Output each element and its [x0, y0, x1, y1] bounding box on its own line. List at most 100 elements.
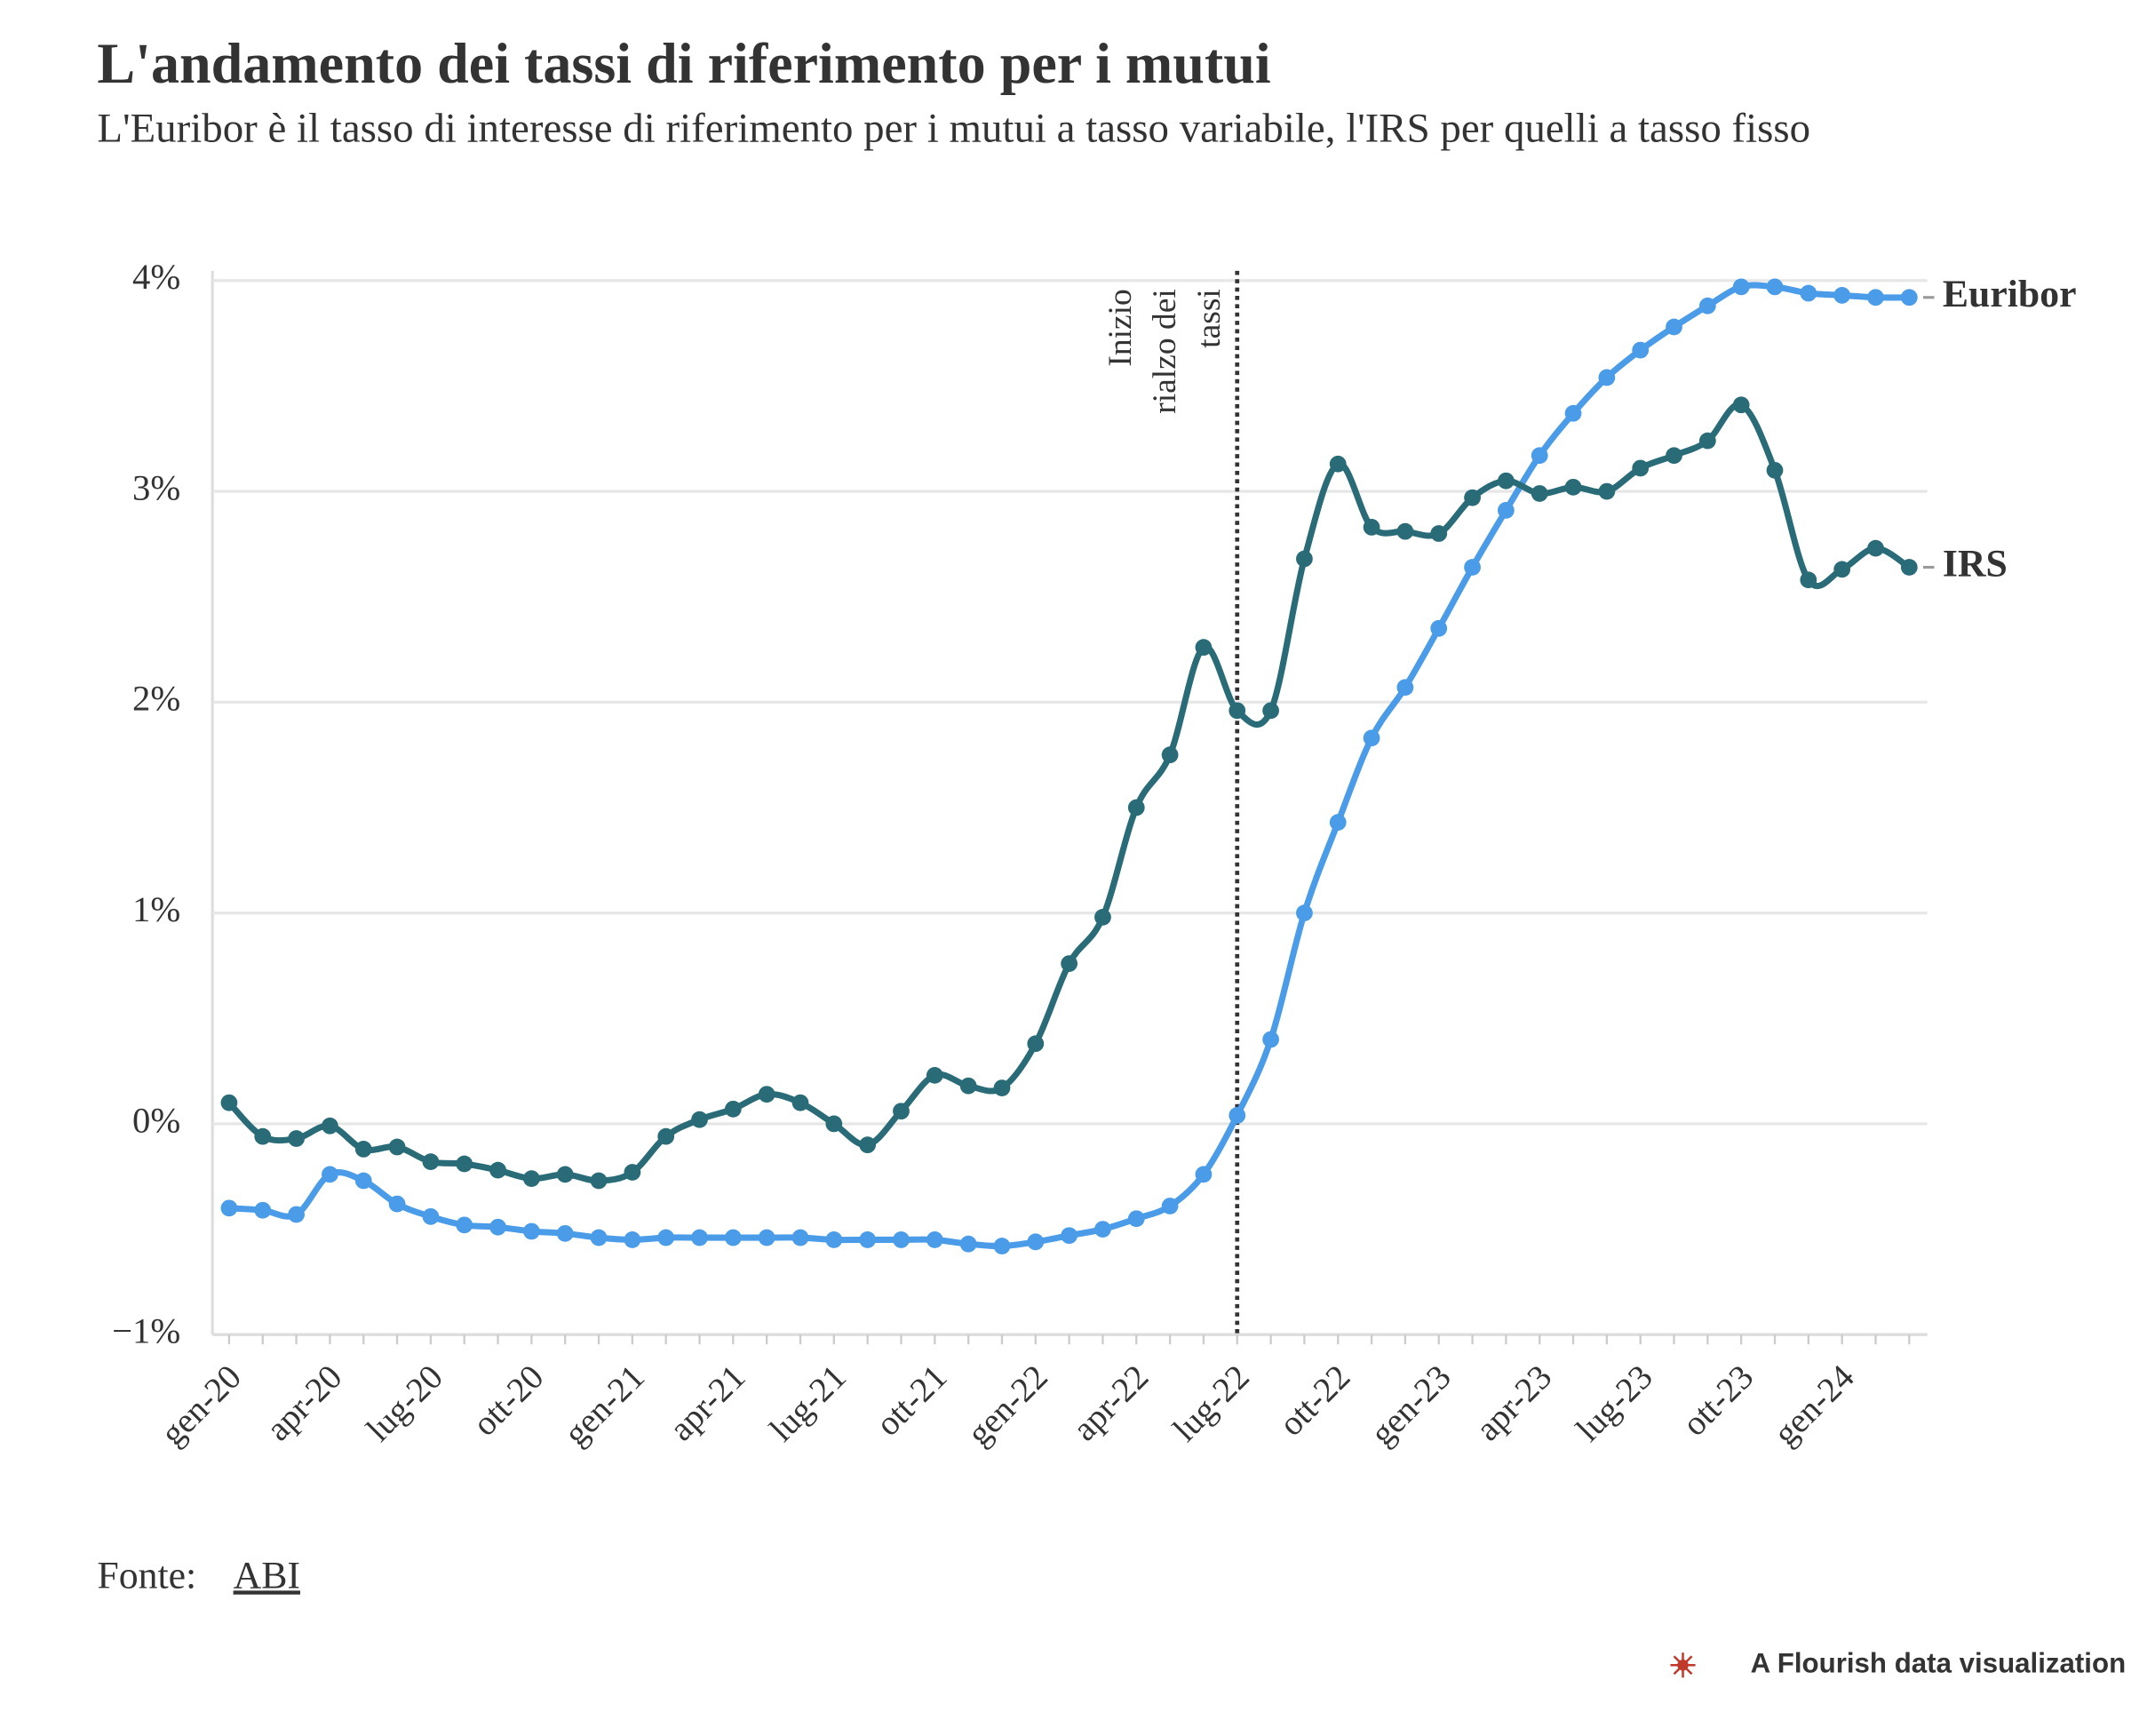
x-tick-label: lug-20 [359, 1358, 450, 1449]
point [758, 1086, 775, 1103]
x-tick-label: ott-22 [1272, 1358, 1357, 1443]
point [1632, 459, 1650, 477]
point [1061, 955, 1078, 972]
point [791, 1094, 809, 1111]
point [926, 1231, 943, 1248]
x-tick-label: gen-21 [557, 1358, 652, 1453]
y-tick-label: 0% [132, 1100, 180, 1140]
point [1027, 1035, 1045, 1053]
chart-title: L'andamento dei tassi di riferimento per… [97, 32, 1270, 95]
point [893, 1103, 910, 1120]
point [893, 1231, 910, 1248]
point [522, 1170, 540, 1188]
point [1329, 814, 1347, 831]
point [724, 1229, 742, 1246]
point [1296, 550, 1313, 568]
point [288, 1206, 305, 1223]
point [1666, 318, 1682, 336]
annotation-text: rialzo dei [1147, 289, 1183, 414]
point [1161, 1198, 1179, 1214]
point [1329, 455, 1347, 473]
point [1430, 525, 1448, 542]
point [489, 1161, 506, 1179]
point [220, 1094, 238, 1111]
point [859, 1136, 877, 1154]
point [1127, 799, 1145, 816]
point [522, 1222, 540, 1240]
point [422, 1207, 440, 1225]
point [254, 1201, 272, 1219]
point [1262, 702, 1279, 720]
point [1396, 522, 1414, 540]
x-tick-label: ott-21 [869, 1358, 954, 1443]
point [1061, 1227, 1078, 1245]
x-tick-label: gen-20 [154, 1358, 249, 1453]
point [1195, 639, 1213, 657]
point [993, 1238, 1011, 1254]
point [1900, 289, 1918, 307]
point [354, 1172, 372, 1190]
point [322, 1166, 338, 1183]
point [1598, 369, 1616, 386]
point [993, 1079, 1011, 1096]
point [1363, 729, 1380, 747]
point [254, 1127, 272, 1145]
source-label: Fonte: [97, 1554, 196, 1597]
point [220, 1199, 238, 1217]
y-tick-label: 3% [132, 467, 180, 507]
point [1195, 1166, 1213, 1183]
point [556, 1224, 574, 1242]
point [825, 1231, 843, 1248]
point [1833, 561, 1851, 578]
point [1396, 679, 1414, 697]
point [1632, 341, 1650, 359]
point [1161, 746, 1179, 764]
source-link[interactable]: ABI [234, 1554, 300, 1597]
point [489, 1218, 506, 1236]
point [1732, 278, 1750, 296]
point [1531, 447, 1548, 465]
point [1094, 909, 1111, 926]
point [691, 1111, 708, 1128]
point [1867, 539, 1884, 557]
x-tick-label: apr-21 [662, 1358, 752, 1448]
point [1698, 432, 1716, 450]
credit[interactable]: A Flourish data visualization [1751, 1647, 2127, 1678]
point [624, 1164, 641, 1181]
point [691, 1229, 708, 1246]
point [657, 1127, 675, 1145]
x-tick-label: lug-21 [762, 1358, 854, 1449]
point [456, 1216, 473, 1234]
point [657, 1229, 675, 1246]
y-tick-label: 1% [132, 889, 180, 929]
x-tick-label: lug-22 [1165, 1358, 1257, 1449]
point [1867, 289, 1884, 307]
point [1094, 1221, 1111, 1238]
point [791, 1229, 809, 1246]
line [227, 401, 1912, 1184]
point [1127, 1210, 1145, 1228]
y-tick-label: −1% [112, 1311, 180, 1351]
point [1564, 404, 1582, 422]
series-label: IRS [1943, 543, 2008, 585]
flourish-icon [1670, 1652, 1696, 1678]
x-tick-label: apr-22 [1065, 1358, 1156, 1448]
point [556, 1166, 574, 1183]
line [228, 282, 1910, 1250]
series [220, 396, 1918, 1190]
point [1564, 478, 1582, 496]
point [1464, 559, 1481, 576]
point [859, 1231, 877, 1248]
x-tick-label: lug-23 [1569, 1358, 1660, 1449]
x-tick-label: gen-24 [1767, 1358, 1862, 1453]
point [1732, 396, 1750, 414]
point [388, 1138, 406, 1156]
point [959, 1235, 977, 1253]
annotation-text: Inizio [1102, 289, 1139, 366]
point [1027, 1233, 1045, 1251]
point [1800, 284, 1817, 302]
point [1498, 502, 1515, 519]
x-tick-label: apr-20 [259, 1358, 350, 1448]
point [758, 1229, 775, 1246]
point [422, 1153, 440, 1171]
